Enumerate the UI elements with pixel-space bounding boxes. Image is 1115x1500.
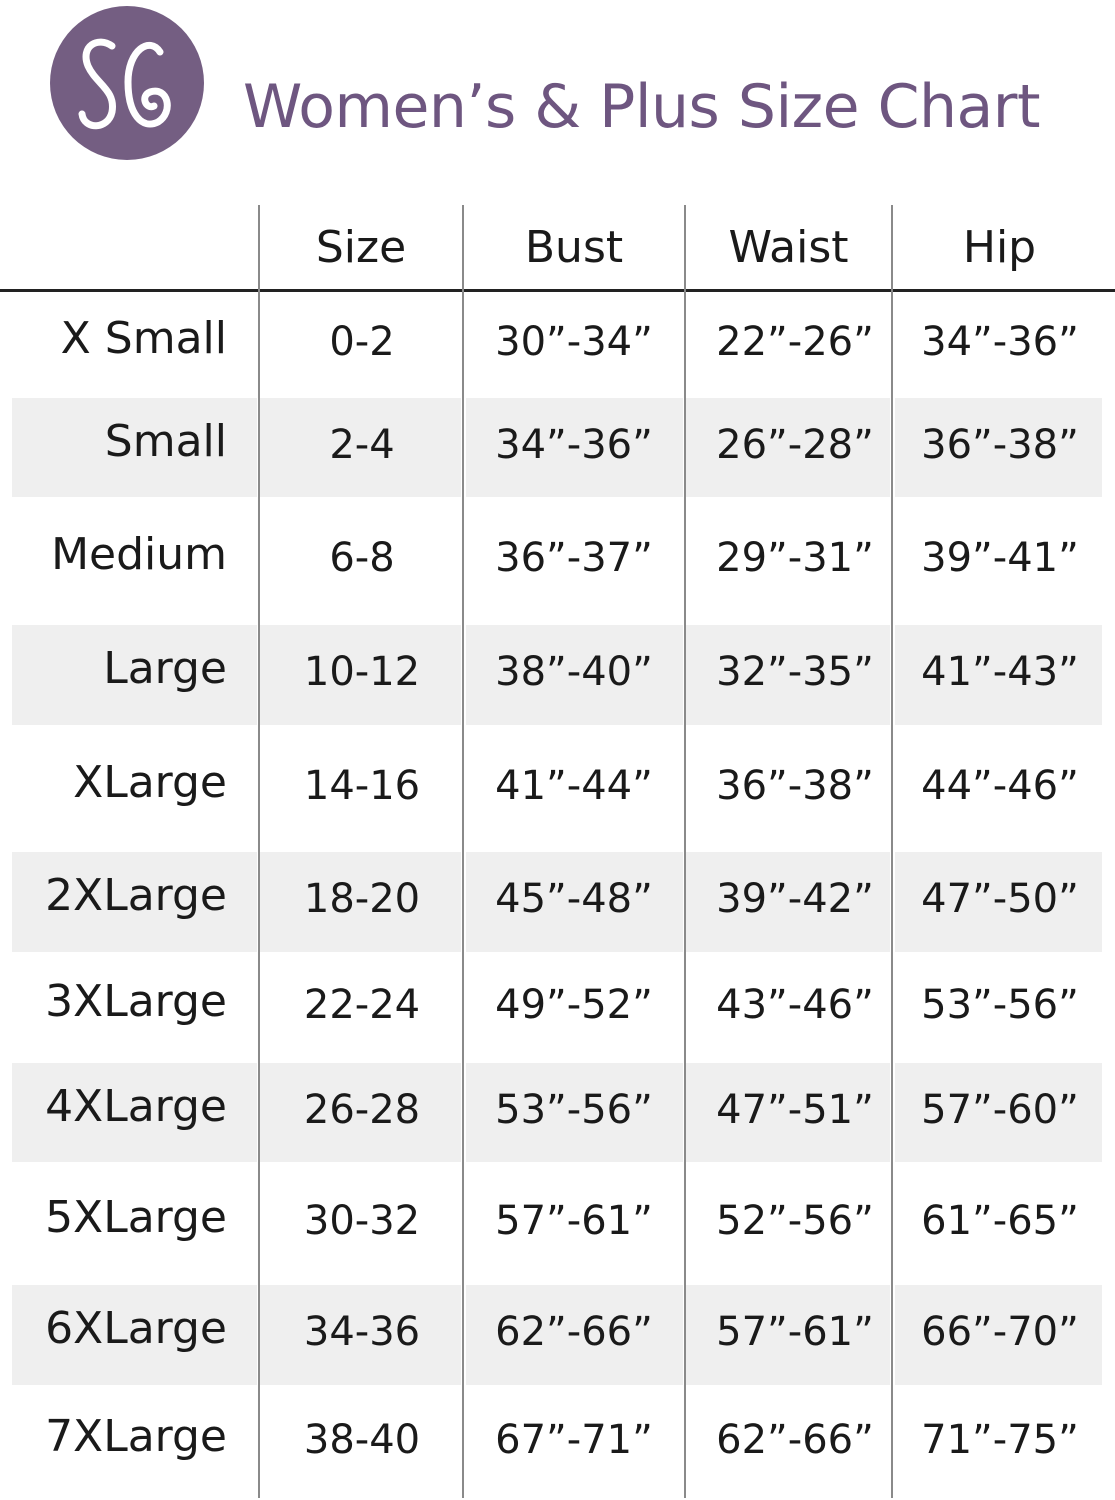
row-label: 4XLarge [45,1080,227,1132]
cell-waist: 43”-46” [716,981,874,1028]
cell-size: 34-36 [303,1309,421,1355]
cell-hip: 57”-60” [921,1086,1079,1133]
cell-hip: 66”-70” [921,1309,1079,1355]
cell-size: 0-2 [329,318,395,365]
cell-bust: 41”-44” [495,762,653,809]
cell-size: 14-16 [303,762,421,809]
cell-hip: 34”-36” [921,318,1079,365]
cell-hip: 61”-65” [921,1197,1079,1244]
cell-hip: 44”-46” [921,762,1079,809]
sc-monogram-icon [78,38,171,130]
cell-size: 6-8 [329,535,395,581]
column-divider [462,205,464,1498]
cell-bust: 62”-66” [495,1309,653,1355]
cell-bust: 57”-61” [495,1197,653,1244]
cell-waist: 62”-66” [716,1416,874,1463]
row-label: Medium [51,529,227,580]
cell-waist: 47”-51” [716,1086,874,1133]
cell-bust: 36”-37” [495,535,653,581]
header-hip: Hip [962,222,1037,273]
row-label: 7XLarge [45,1410,227,1462]
cell-waist: 36”-38” [716,762,874,809]
cell-size: 38-40 [303,1416,421,1463]
table-row: 6XLarge 34-36 62”-66” 57”-61” 66”-70” [0,1285,1115,1385]
cell-bust: 53”-56” [495,1086,653,1133]
cell-waist: 57”-61” [716,1309,874,1355]
row-label: 2XLarge [45,870,227,921]
row-label: XLarge [73,756,227,808]
header-divider [0,289,1115,292]
cell-bust: 30”-34” [495,318,653,365]
column-divider [891,205,893,1498]
row-label: 5XLarge [45,1191,227,1243]
column-divider [684,205,686,1498]
brand-logo [50,6,204,160]
cell-bust: 49”-52” [495,981,653,1028]
cell-hip: 47”-50” [921,876,1079,922]
column-divider [258,205,260,1498]
header-size: Size [315,222,407,273]
table-row: 3XLarge 22-24 49”-52” 43”-46” 53”-56” [0,952,1115,1063]
header-bust: Bust [524,222,624,273]
cell-size: 30-32 [303,1197,421,1244]
page-title: Women’s & Plus Size Chart [243,72,1041,142]
cell-waist: 22”-26” [716,318,874,365]
cell-waist: 29”-31” [716,535,874,581]
cell-hip: 71”-75” [921,1416,1079,1463]
table-row: Small 2-4 34”-36” 26”-28” 36”-38” [0,398,1115,497]
cell-size: 10-12 [303,649,421,695]
header-waist: Waist [728,222,849,273]
cell-bust: 34”-36” [495,421,653,468]
table-row: XLarge 14-16 41”-44” 36”-38” 44”-46” [0,725,1115,852]
table-row: Large 10-12 38”-40” 32”-35” 41”-43” [0,625,1115,725]
cell-size: 18-20 [303,876,421,922]
cell-size: 22-24 [303,981,421,1028]
table-row: Medium 6-8 36”-37” 29”-31” 39”-41” [0,497,1115,625]
table-row: 2XLarge 18-20 45”-48” 39”-42” 47”-50” [0,852,1115,952]
table-row: X Small 0-2 30”-34” 22”-26” 34”-36” [0,291,1115,398]
row-label: X Small [60,312,227,364]
row-label: Small [104,415,227,467]
table-row: 5XLarge 30-32 57”-61” 52”-56” 61”-65” [0,1162,1115,1285]
cell-hip: 36”-38” [921,421,1079,468]
cell-hip: 53”-56” [921,981,1079,1028]
cell-hip: 39”-41” [921,535,1079,581]
cell-bust: 67”-71” [495,1416,653,1463]
cell-bust: 45”-48” [495,876,653,922]
row-label: Large [103,643,227,694]
cell-waist: 52”-56” [716,1197,874,1244]
cell-bust: 38”-40” [495,649,653,695]
table-row: 7XLarge 38-40 67”-71” 62”-66” 71”-75” [0,1385,1115,1500]
row-label: 3XLarge [45,975,227,1027]
cell-waist: 32”-35” [716,649,874,695]
table-row: 4XLarge 26-28 53”-56” 47”-51” 57”-60” [0,1063,1115,1162]
cell-hip: 41”-43” [921,649,1079,695]
cell-waist: 26”-28” [716,421,874,468]
cell-waist: 39”-42” [716,876,874,922]
cell-size: 26-28 [303,1086,421,1133]
cell-size: 2-4 [329,421,395,468]
row-label: 6XLarge [45,1303,227,1354]
